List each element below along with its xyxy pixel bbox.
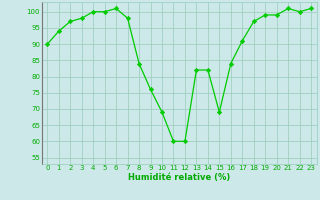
X-axis label: Humidité relative (%): Humidité relative (%) [128, 173, 230, 182]
